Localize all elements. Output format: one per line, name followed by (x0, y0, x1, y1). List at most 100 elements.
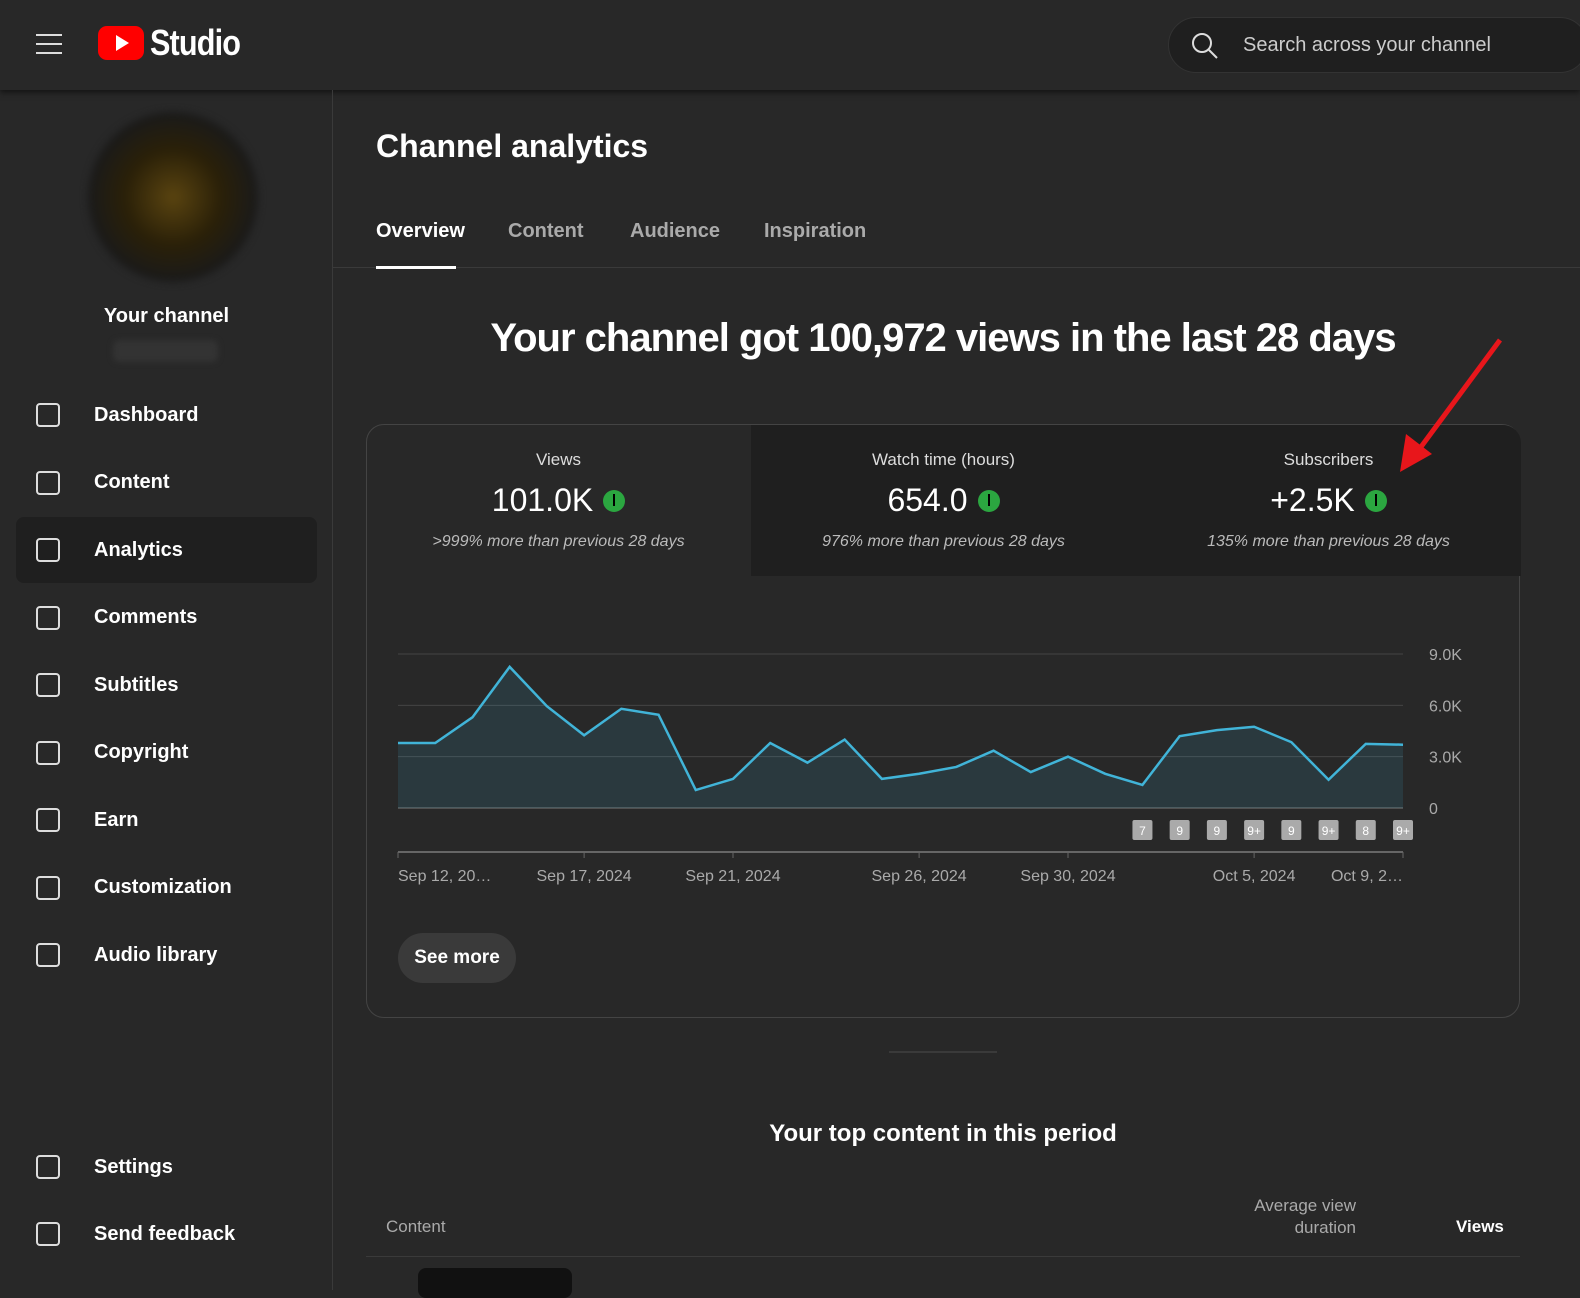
metric-cell[interactable]: Watch time (hours) 654.0 976% more than pr… (751, 425, 1136, 576)
y-tick-label: 6.0K (1429, 698, 1462, 715)
tab[interactable]: Overview (376, 220, 465, 242)
nav-icon (36, 740, 60, 765)
nav-item[interactable]: Send feedback (16, 1201, 317, 1267)
x-tick-label: Sep 30, 2024 (1020, 868, 1115, 885)
x-tick-label: Sep 17, 2024 (537, 868, 632, 885)
header: Studio Search across your channel (0, 0, 1580, 90)
tab[interactable]: Content (508, 220, 584, 242)
nav-icon (36, 403, 60, 427)
nav-icon (36, 605, 60, 630)
nav-item[interactable]: Settings (16, 1134, 317, 1200)
nav-icon (36, 470, 60, 495)
video-badge-label: 8 (1362, 824, 1369, 838)
nav-item[interactable]: Dashboard (16, 382, 317, 448)
line (398, 664, 1404, 792)
metric-cell[interactable]: Views 101.0K >999% more than previous 28 d… (366, 425, 751, 576)
logo-text: Studio (150, 22, 241, 63)
up-icon (603, 489, 626, 512)
video-badge[interactable] (1281, 820, 1302, 840)
video-badge-label: 9 (1288, 824, 1295, 838)
thumbnail[interactable] (418, 1268, 572, 1298)
x-tick-label: Sep 12, 20… (398, 868, 491, 885)
video-badge[interactable] (1393, 820, 1413, 840)
tab-indicator (376, 266, 456, 269)
top-content-title: Your top content in this period (769, 1120, 1117, 1147)
y-tick-label: 3.0K (1429, 750, 1462, 767)
metric-label: Watch time (hours) (872, 450, 1015, 469)
nav-label: Customization (94, 876, 232, 898)
chart: 0 3.0K 6.0K 9.0K Sep 12, 20… Sep 17, 2024 Sep … (397, 647, 1462, 885)
search-box[interactable]: Search across your channel (1168, 17, 1580, 73)
metric-change: >999% more than previous 28 days (432, 533, 685, 550)
nav-label: Earn (94, 808, 139, 831)
video-badge[interactable] (1169, 820, 1190, 840)
nav-item[interactable]: Comments (16, 585, 317, 651)
video-badge-label: 9+ (1322, 824, 1336, 838)
menu-icon[interactable] (36, 32, 64, 56)
video-badge-label: 9 (1176, 824, 1183, 838)
metric-value-row: 654.0 (751, 482, 1136, 519)
area (398, 666, 1403, 808)
metric-cell[interactable]: Subscribers +2.5K 135% more than previous … (1136, 425, 1521, 576)
nav-icon (36, 808, 60, 832)
nav-item[interactable]: Content (16, 450, 317, 516)
search-placeholder: Search across your channel (1243, 34, 1491, 56)
nav-icon (36, 673, 60, 697)
avatar[interactable] (88, 112, 258, 282)
nav-label: Content (94, 471, 170, 493)
nav-icon (36, 538, 60, 562)
video-badge-label: 9+ (1247, 824, 1261, 838)
tab[interactable]: Inspiration (764, 220, 867, 242)
headline: Your channel got 100,972 views in the la… (490, 316, 1396, 360)
nav-icon (36, 1155, 60, 1179)
video-badge[interactable] (1355, 820, 1376, 840)
nav-icon (36, 943, 60, 967)
tab[interactable]: Audience (630, 220, 721, 242)
video-badge[interactable] (1318, 820, 1339, 840)
video-badge-label: 9 (1214, 824, 1221, 838)
video-badge-label: 9+ (1396, 824, 1410, 838)
column-header[interactable]: Views (1456, 1217, 1504, 1236)
nav-item[interactable]: Subtitles (16, 652, 317, 718)
metric-label: Subscribers (1283, 450, 1374, 469)
y-tick-label: 9.0K (1429, 647, 1462, 664)
up-icon (977, 489, 1000, 512)
nav-icon (36, 1222, 60, 1246)
nav-icon (36, 875, 60, 900)
card (366, 424, 1520, 1018)
metric-value: 101.0K (491, 482, 594, 518)
column-header: Content (386, 1217, 446, 1236)
metric-value: 654.0 (887, 482, 968, 518)
nav-label: Settings (94, 1155, 173, 1178)
nav-item[interactable]: Copyright (16, 720, 317, 786)
x-tick-label: Oct 9, 2… (1331, 868, 1403, 885)
x-tick-label: Sep 21, 2024 (685, 868, 780, 885)
section-divider (889, 1051, 997, 1053)
video-badge[interactable] (1244, 820, 1265, 840)
nav-item[interactable]: Analytics (16, 517, 317, 583)
nav-label: Subtitles (94, 673, 179, 696)
nav-label: Comments (94, 606, 198, 628)
search-icon (1192, 33, 1218, 59)
metric-change: 976% more than previous 28 days (822, 533, 1065, 550)
annotation-arrow (1400, 338, 1503, 472)
logo-icon (98, 26, 144, 60)
nav-item[interactable]: Audio library (16, 922, 317, 988)
x-tick-label: Sep 26, 2024 (872, 868, 967, 885)
tabs-divider (333, 267, 1580, 268)
metric-label: Views (535, 450, 582, 469)
up-icon (1364, 489, 1387, 512)
video-badge[interactable] (1132, 820, 1153, 840)
video-badge[interactable] (1206, 820, 1227, 840)
nav-label: Send feedback (94, 1222, 236, 1245)
nav-label: Analytics (94, 538, 183, 561)
nav-item[interactable]: Earn (16, 787, 317, 853)
metric-change: 135% more than previous 28 days (1207, 533, 1450, 550)
see-more-button[interactable]: See more (398, 933, 516, 983)
nav-item[interactable]: Customization (16, 855, 317, 921)
channel-handle (113, 340, 218, 362)
x-tick-label: Oct 5, 2024 (1213, 868, 1296, 885)
channel-name: Your channel (103, 305, 230, 327)
nav-label: Audio library (94, 943, 218, 966)
sidebar-divider (332, 90, 333, 1290)
